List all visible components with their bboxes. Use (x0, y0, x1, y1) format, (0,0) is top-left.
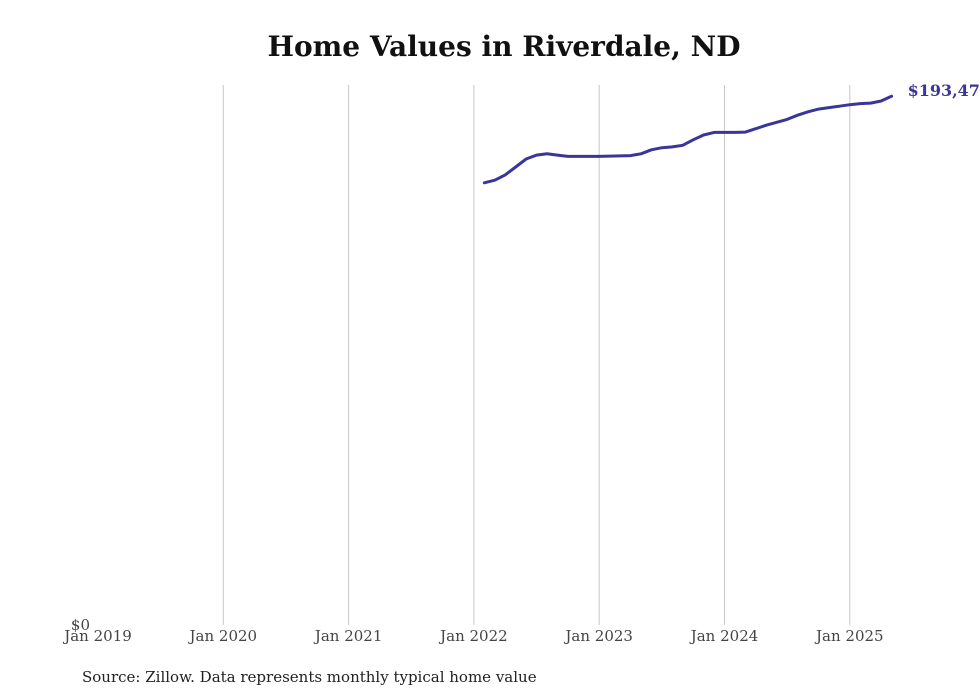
source-note: Source: Zillow. Data represents monthly … (82, 668, 537, 686)
x-tick-label: Jan 2025 (814, 627, 884, 645)
x-tick-label: Jan 2020 (188, 627, 258, 645)
x-tick-label: Jan 2021 (313, 627, 383, 645)
series-line (482, 94, 894, 185)
x-tick-label: Jan 2024 (689, 627, 759, 645)
x-tick-label: Jan 2019 (62, 627, 132, 645)
tick-labels: Jan 2019 Jan 2020 Jan 2021 Jan 2022 Jan 2023… (62, 616, 883, 645)
chart-title: Home Values in Riverdale, ND (267, 30, 741, 63)
y-tick-label: $0 (71, 616, 90, 634)
series-layer: $193,47 (482, 81, 980, 185)
end-value-label: $193,47 (908, 81, 980, 100)
grid-lines (222, 85, 851, 625)
x-tick-label: Jan 2023 (563, 627, 633, 645)
x-tick-label: Jan 2022 (438, 627, 508, 645)
